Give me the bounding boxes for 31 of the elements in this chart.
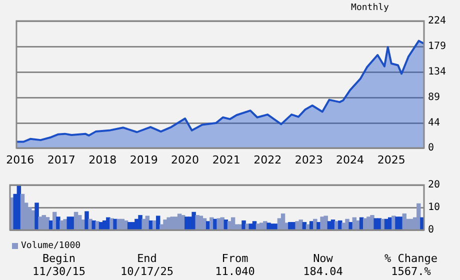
- text: 11.040: [214, 265, 256, 278]
- y-tick-label: 20: [428, 180, 440, 191]
- x-tick-label: 2022: [254, 153, 282, 166]
- text: Now: [312, 252, 334, 265]
- x-tick-label: 2019: [130, 153, 158, 166]
- x-tick-label: 2025: [377, 153, 406, 166]
- x-tick-label: 2017: [47, 153, 76, 166]
- text: 11/30/15: [32, 265, 86, 278]
- x-tick-label: 2020: [171, 153, 200, 166]
- x-tick-label: 2016: [6, 153, 34, 166]
- text: 10/17/25: [120, 265, 174, 278]
- x-tick-label: 2018: [88, 153, 117, 166]
- y-tick-label: 224: [428, 16, 446, 27]
- text: 184.04: [302, 265, 344, 278]
- text: End: [136, 252, 158, 265]
- text: 1567.%: [390, 265, 432, 278]
- y-tick-label: 10: [428, 202, 440, 214]
- y-tick-label: 0: [428, 224, 434, 236]
- y-tick-label: 89: [428, 92, 440, 104]
- x-tick-label: 2024: [336, 153, 364, 166]
- chart-subtitle: Monthly: [350, 3, 390, 13]
- legend-label: Volume/1000: [21, 241, 81, 251]
- y-tick-label: 0: [428, 142, 434, 154]
- x-tick-label: 2021: [212, 153, 240, 166]
- y-tick-label: 44: [428, 118, 440, 129]
- text: Begin: [41, 252, 77, 265]
- text: % Change: [384, 252, 438, 265]
- y-tick-label: 134: [428, 66, 446, 78]
- y-tick-label: 179: [428, 41, 446, 52]
- text: From: [220, 252, 250, 265]
- x-tick-label: 2023: [294, 153, 323, 166]
